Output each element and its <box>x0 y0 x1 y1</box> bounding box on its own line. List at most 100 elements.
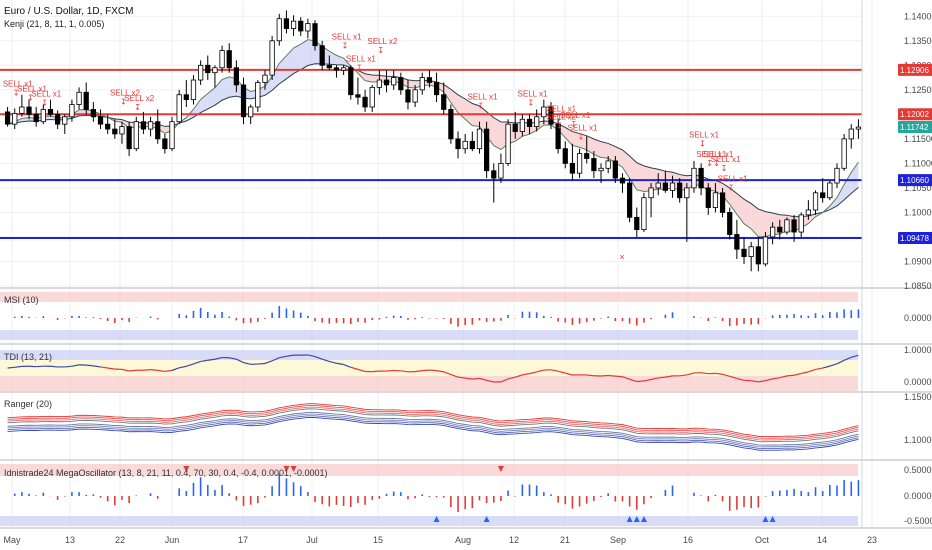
down-triangle-icon <box>290 466 297 472</box>
price-tick-label: 1.10500 <box>904 183 932 193</box>
sell-signal-label: SELL x1 <box>711 155 741 164</box>
up-triangle-icon <box>762 516 769 522</box>
sell-arrow-icon: ↧ <box>477 102 484 111</box>
indicator-bands <box>0 292 858 526</box>
candle-body <box>484 128 490 172</box>
tdi-segment <box>286 354 294 357</box>
candle-body <box>69 104 75 118</box>
candle-body <box>219 50 225 69</box>
candle-body <box>748 246 754 257</box>
candle-body <box>133 121 139 150</box>
x-marker-icon: × <box>619 252 624 262</box>
sell-signal-label: SELL x1 <box>346 55 376 64</box>
up-triangle-icon <box>433 516 440 522</box>
price-tag-label: 1.11742 <box>900 123 929 132</box>
tdi-segment <box>179 365 187 369</box>
tdi-segment <box>121 368 130 372</box>
candle-body <box>634 216 640 230</box>
sell-arrow-icon: ↧ <box>27 94 34 103</box>
candle-body <box>705 187 711 208</box>
sell-signal-label: SELL x2 <box>110 89 140 98</box>
sell-arrow-icon: ↧ <box>556 113 563 122</box>
candle-body <box>76 91 82 105</box>
tdi-segment <box>822 365 830 369</box>
sell-arrow-icon: ↧ <box>120 98 127 107</box>
cloud-segment <box>836 184 845 206</box>
tdi-segment <box>321 358 330 362</box>
kenji-title: Kenji (21, 8, 11, 1, 0.005) <box>4 19 104 29</box>
tdi-segment <box>550 369 559 372</box>
price-tag <box>898 108 932 121</box>
candle-body <box>848 128 854 140</box>
candle-body <box>333 67 340 71</box>
candle-body <box>541 106 547 118</box>
cloud-segment <box>458 94 466 120</box>
time-tick-label: May <box>3 535 21 545</box>
sell-signal-label: SELL x1 <box>703 150 733 159</box>
tdi-segment <box>772 377 780 380</box>
tdi-segment <box>665 375 673 378</box>
tdi-segment <box>801 371 809 375</box>
tdi-segment <box>164 369 173 373</box>
candle-body <box>319 45 325 66</box>
candle-body <box>698 167 704 189</box>
tdi-segment <box>350 366 359 370</box>
candle-body <box>62 116 68 125</box>
candle-body <box>598 167 604 172</box>
tdi-segment <box>736 377 745 381</box>
price-tick-label: 1.08500 <box>904 281 932 291</box>
time-tick-label: 23 <box>867 535 877 545</box>
tdi-segment <box>615 375 623 378</box>
sell-arrow-icon: ↧ <box>134 103 141 112</box>
tdi-segment <box>686 372 695 376</box>
tdi-segment <box>629 378 637 383</box>
msi-title: MSI (10) <box>4 295 39 305</box>
tdi-segment <box>329 360 337 364</box>
candle-body <box>47 109 54 115</box>
tdi-upper-band <box>0 350 858 360</box>
grid <box>0 0 873 528</box>
tdi-segment <box>843 356 852 361</box>
price-tick-label: 1.13500 <box>904 36 932 46</box>
candle-body <box>569 162 576 174</box>
up-triangle-icon <box>640 516 647 522</box>
cloud-segment <box>636 162 644 192</box>
tdi-segment <box>143 369 151 371</box>
candle-body <box>791 219 797 233</box>
tdi-segment <box>479 377 487 381</box>
tdi-segment <box>786 374 795 377</box>
time-axis[interactable]: May 13 22 Jun 17 Jul 15 Aug 12 21 Sep 16 Oct 14 23 <box>0 527 932 545</box>
time-tick-label: Jul <box>306 535 318 545</box>
time-tick-label: 12 <box>509 535 519 545</box>
tdi-segment <box>150 369 158 371</box>
candle-body <box>727 212 733 235</box>
candle-body <box>426 77 433 83</box>
tdi-segment <box>129 369 137 372</box>
cloud-segment <box>643 165 652 192</box>
sell-signal-label: SELL x1 <box>3 79 33 88</box>
sell-arrow-icon: ↧ <box>342 41 349 50</box>
candle-body <box>205 64 211 74</box>
tdi-segment <box>715 372 723 375</box>
candle-body <box>627 182 633 218</box>
cloud-segment <box>593 139 602 158</box>
tdi-segment <box>107 367 115 370</box>
sell-arrow-icon: ↧ <box>556 121 563 130</box>
sell-arrow-icon: ↧ <box>377 46 384 55</box>
up-triangle-icon <box>626 516 633 522</box>
candle-body <box>369 86 375 108</box>
candle-body <box>140 121 147 130</box>
sell-signal-label: SELL x1 <box>518 89 548 98</box>
candle-body <box>648 187 654 199</box>
candles <box>4 10 862 272</box>
ranger-line <box>7 415 859 450</box>
mega-upper-band <box>0 464 858 476</box>
candle-body <box>777 226 783 233</box>
sell-arrow-icon: ↧ <box>13 88 20 97</box>
up-triangle-icon <box>633 516 640 522</box>
price-axis[interactable]: 1.140001.135001.130001.125001.120001.115… <box>861 0 932 528</box>
